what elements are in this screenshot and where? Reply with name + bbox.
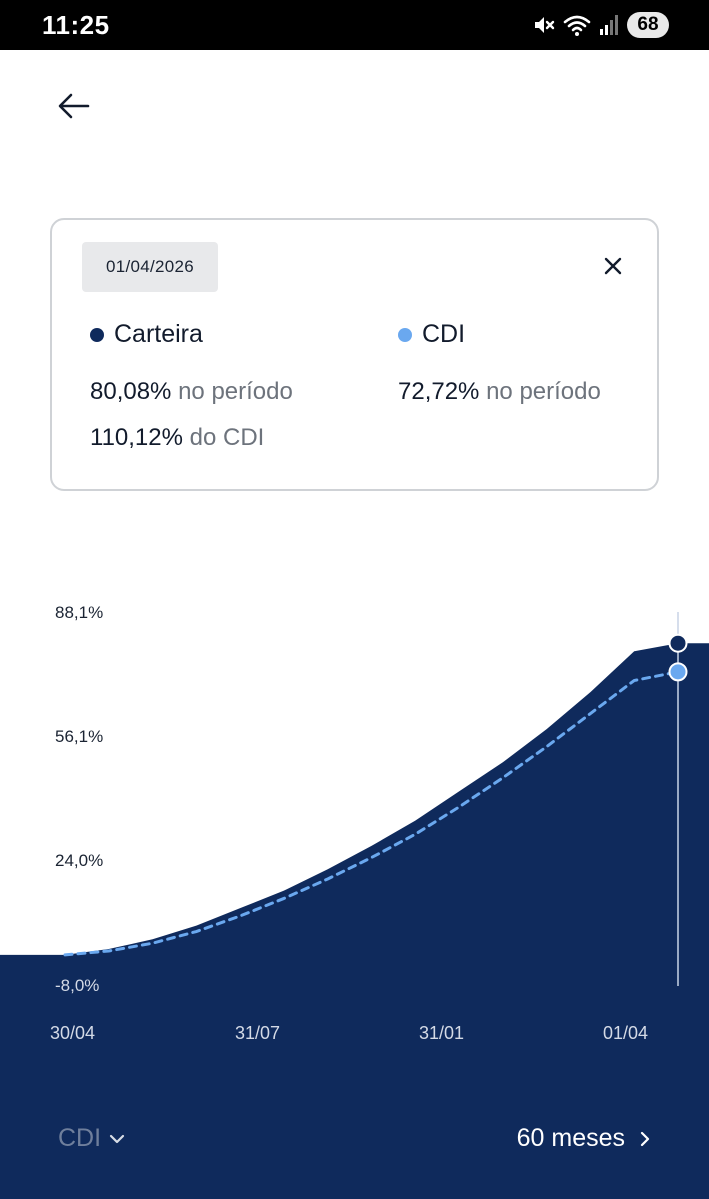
carteira-point-marker <box>668 633 688 653</box>
legend-label-cdi: CDI <box>422 320 466 348</box>
mute-icon <box>535 17 555 33</box>
x-tick-label: 01/04 <box>603 1023 649 1043</box>
x-tick-label: 31/07 <box>235 1023 281 1043</box>
wifi-icon <box>563 15 591 36</box>
status-bar: 11:25 68 <box>0 0 709 50</box>
legend-dot-carteira <box>90 327 104 342</box>
cdi-period-value: 72,72% <box>398 378 480 405</box>
y-tick-label: 24,0% <box>55 851 104 870</box>
chart-tooltip-card: 01/04/2026 Carteira CDI 80,08% no períod… <box>50 218 659 491</box>
legend-dot-cdi <box>398 327 412 342</box>
status-icons: 68 <box>531 12 669 38</box>
close-icon <box>604 257 622 275</box>
cdi-line <box>63 670 680 957</box>
battery-indicator: 68 <box>627 12 669 38</box>
close-button[interactable] <box>601 254 625 278</box>
carteira-period-suffix: no período <box>171 378 293 405</box>
x-tick-label: 31/01 <box>419 1023 465 1043</box>
back-button[interactable] <box>52 86 96 126</box>
chevron-down-icon <box>109 1134 125 1143</box>
carteira-cdi-suffix: do CDI <box>182 424 265 451</box>
y-tick-label: 88,1% <box>55 603 104 622</box>
cdi-period-suffix: no período <box>479 378 601 405</box>
carteira-cdi-value: 110,12% <box>90 424 183 451</box>
benchmark-label: CDI <box>58 1124 102 1152</box>
status-time: 11:25 <box>42 10 110 40</box>
cdi-point-marker <box>668 662 688 682</box>
arrow-left-icon <box>58 93 90 119</box>
legend-label-carteira: Carteira <box>114 320 203 348</box>
carteira-period-return: 80,08% no período <box>90 378 293 406</box>
period-select[interactable]: 60 meses <box>517 1124 651 1153</box>
legend-carteira: Carteira <box>90 320 203 349</box>
cdi-period-return: 72,72% no período <box>398 378 601 406</box>
chevron-right-icon <box>640 1131 650 1146</box>
signal-icon <box>600 15 618 35</box>
carteira-cdi-ratio: 110,12% do CDI <box>90 424 264 452</box>
y-tick-label: -8,0% <box>55 976 100 995</box>
legend-cdi: CDI <box>398 320 465 349</box>
selected-date: 01/04/2026 <box>82 242 218 292</box>
carteira-area <box>0 643 709 1199</box>
x-tick-label: 30/04 <box>50 1023 96 1043</box>
carteira-period-value: 80,08% <box>90 378 172 405</box>
y-tick-label: 56,1% <box>55 727 104 746</box>
benchmark-select[interactable]: CDI <box>58 1124 125 1153</box>
period-label: 60 meses <box>516 1124 625 1152</box>
